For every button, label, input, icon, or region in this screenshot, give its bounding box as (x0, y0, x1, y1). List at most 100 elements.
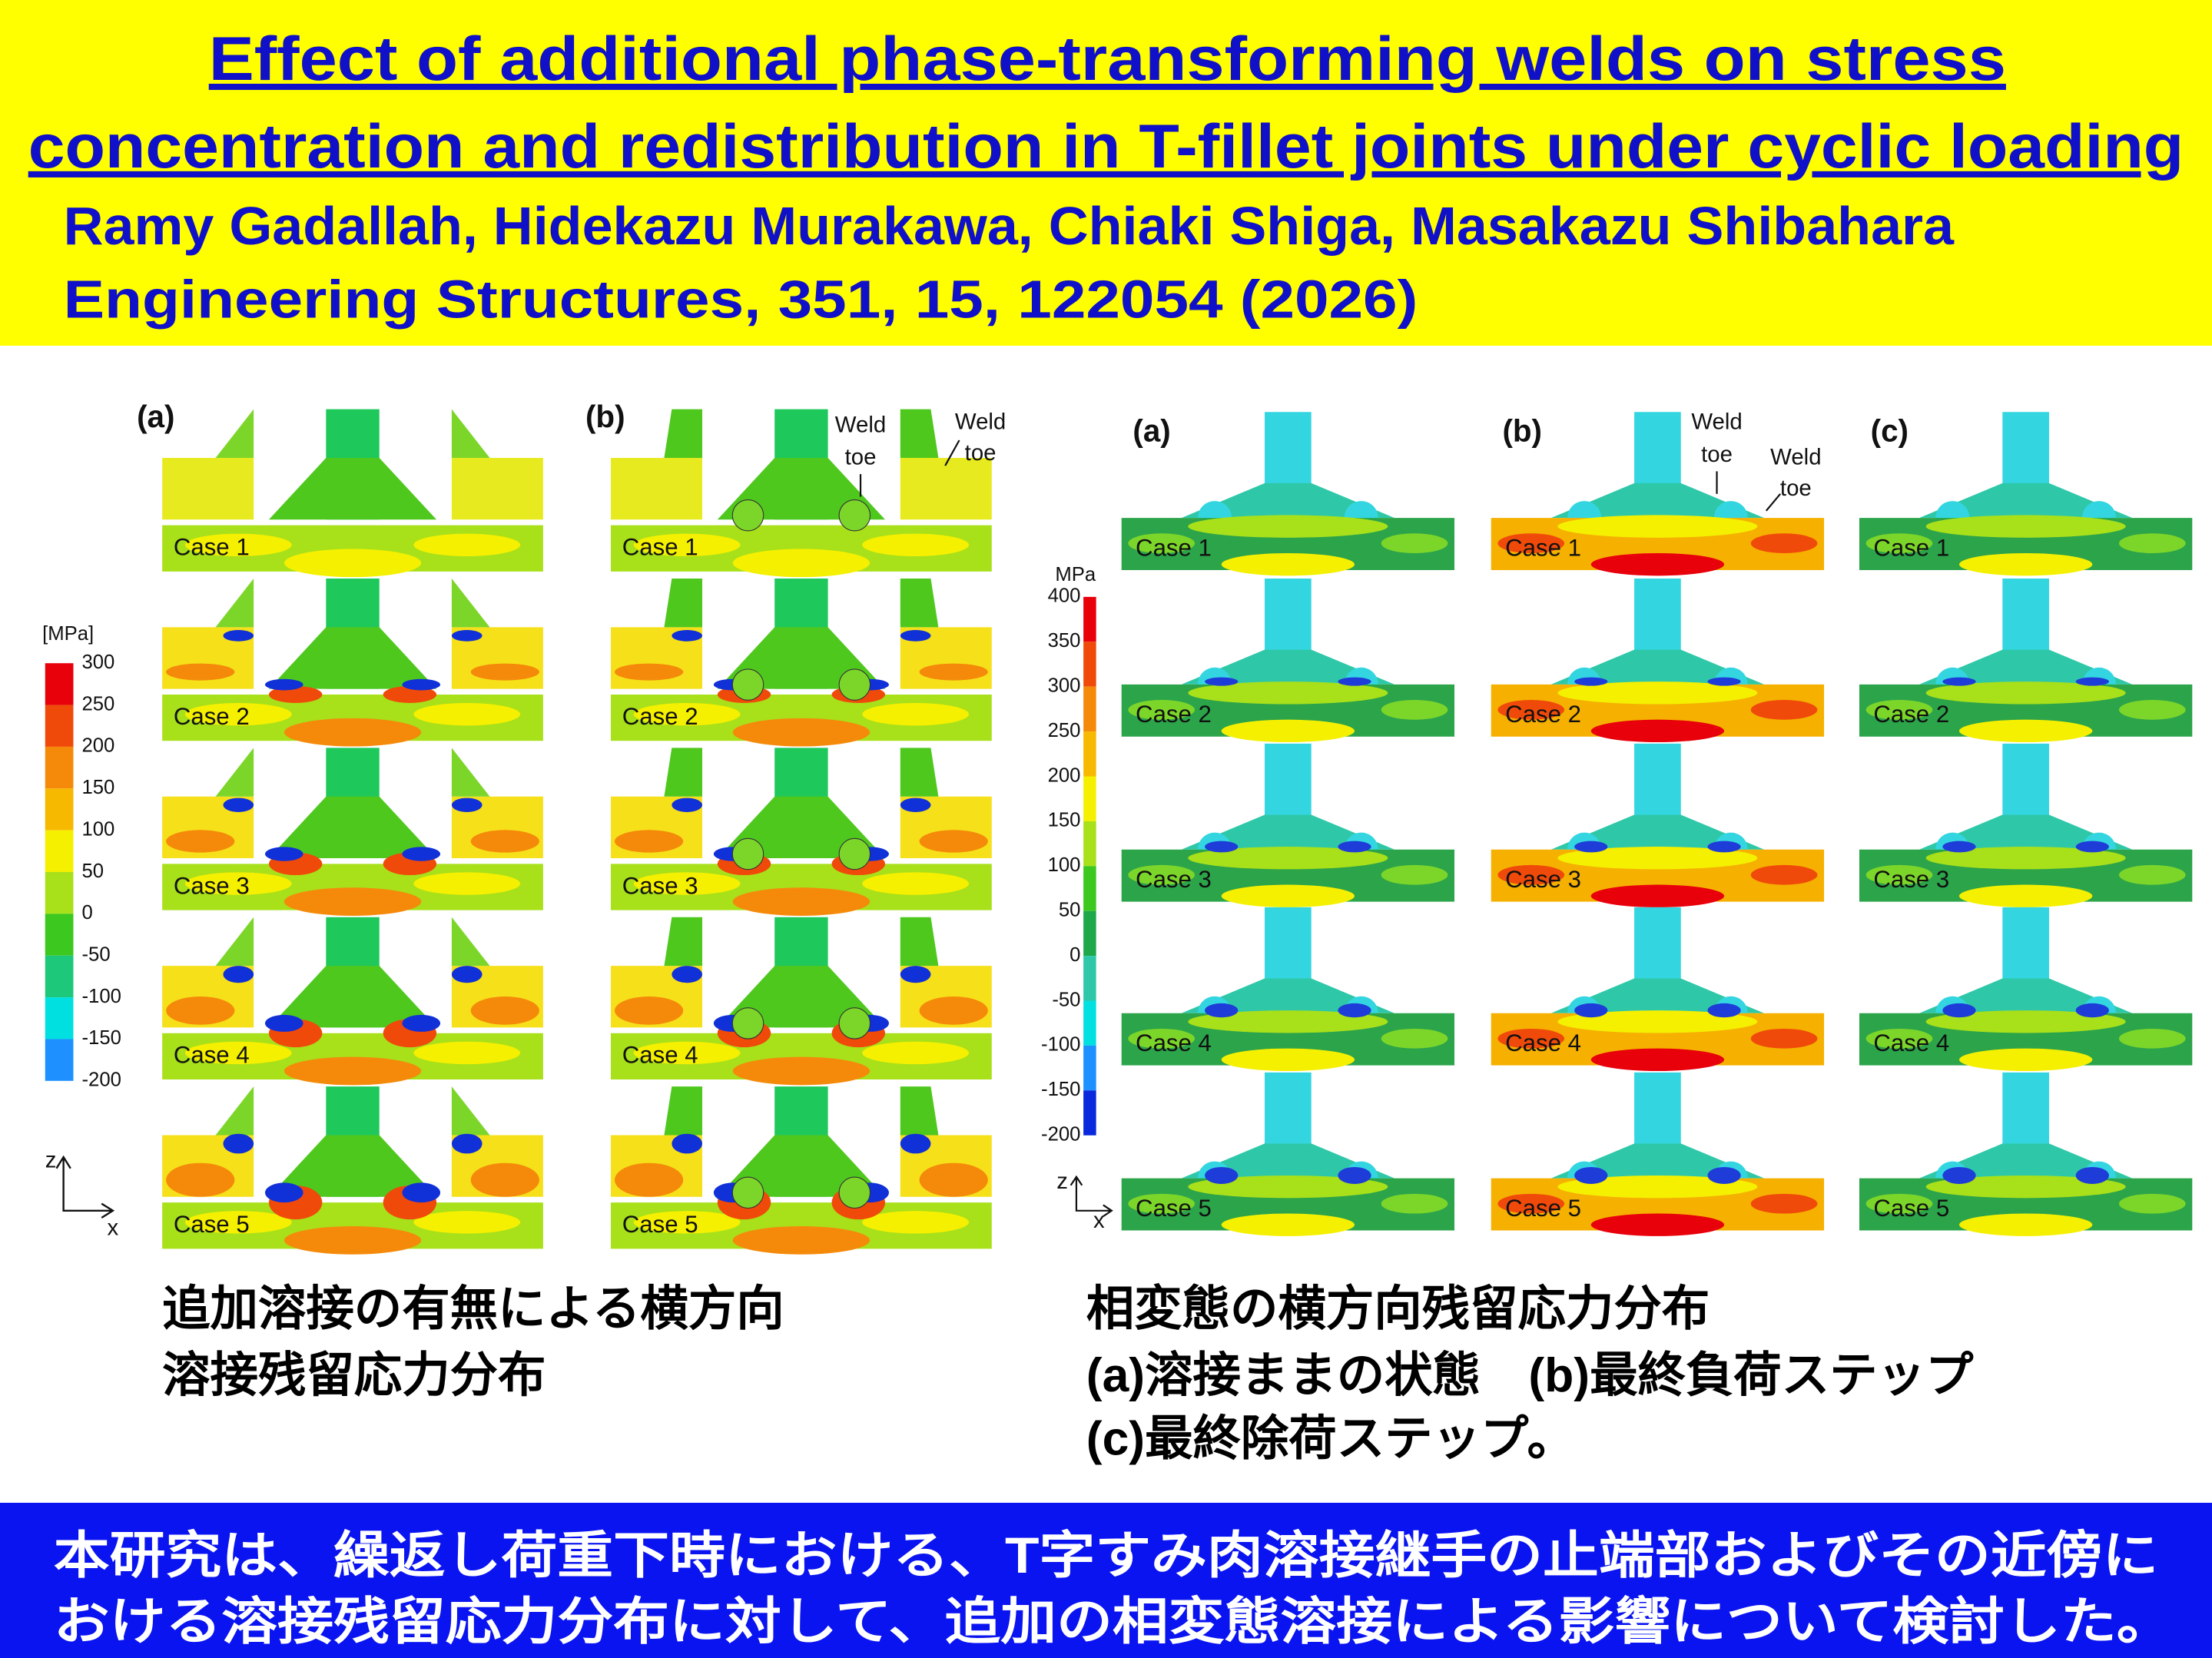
caption: (c)最終除荷ステップ。 (1086, 1411, 1575, 1465)
contour-region (162, 457, 254, 520)
summary-line: 本研究は、繰返し荷重下時における、T字すみ肉溶接継手の止端部およびその近傍に (54, 1527, 2158, 1584)
contour-blob (1750, 533, 1818, 554)
contour-blob (265, 678, 303, 691)
contour-region (215, 1086, 254, 1136)
contour-blob (1590, 884, 1725, 907)
contour-blob (1128, 533, 1196, 554)
contour-blob (1188, 847, 1388, 870)
contour-region (717, 796, 885, 859)
contour-blob (1958, 1213, 2093, 1236)
contour-blob (284, 1226, 422, 1255)
arrow (1765, 493, 1782, 512)
contour-blob (1942, 1003, 1976, 1018)
contour-region (451, 409, 490, 458)
summary-line: おける溶接残留応力分布に対して、追加の相変態溶接による影響について検討した。 (54, 1593, 2173, 1650)
contour-region (1265, 1072, 1312, 1152)
contour-blob (166, 663, 235, 681)
contour-region (900, 409, 939, 458)
contour-blob (732, 549, 871, 578)
contour-region (451, 579, 490, 628)
case-label: Case 1 (174, 533, 250, 560)
contour-region (1550, 1143, 1765, 1179)
colorbar-tick: -200 (1041, 1124, 1080, 1146)
contour-blob (862, 872, 970, 895)
contour-blob (284, 549, 422, 578)
annotation: Weld (835, 412, 886, 437)
contour-blob (265, 1014, 303, 1032)
contour-region (717, 966, 885, 1028)
case-label: Case 3 (1136, 866, 1212, 893)
contour-blob (451, 630, 483, 642)
colorbar-tick: -50 (81, 944, 110, 966)
weld-bead (731, 1176, 764, 1209)
weld-bead (731, 837, 764, 870)
colorbar-swatch (1083, 731, 1096, 777)
contour-blob (413, 702, 521, 726)
contour-blob (1925, 847, 2126, 870)
contour-blob (268, 685, 323, 703)
contour-blob (614, 663, 684, 681)
annotation: Weld (955, 410, 1006, 435)
contour-blob (451, 797, 483, 812)
case-label: Case 5 (1505, 1195, 1581, 1222)
contour-blob (1574, 677, 1608, 686)
contour-region (1181, 482, 1395, 519)
contour-region (451, 1086, 490, 1136)
contour-blob (413, 533, 521, 556)
case-label: Case 2 (622, 703, 698, 730)
colorbar-swatch (1083, 956, 1096, 1001)
colorbar-tick: 250 (1048, 720, 1081, 741)
contour-blob (1707, 1003, 1741, 1018)
contour-blob (470, 830, 539, 853)
case-label: Case 4 (1505, 1030, 1581, 1056)
colorbar-tick: 250 (81, 693, 114, 715)
colorbar-swatch (1083, 910, 1096, 957)
colorbar-swatch (45, 914, 74, 956)
contour-blob (223, 630, 254, 642)
caption: 相変態の横方向残留応力分布 (1086, 1282, 1710, 1336)
case-label: Case 1 (622, 533, 698, 560)
title-line: concentration and redistribution in T-fi… (28, 112, 2184, 181)
annotation: Weld (1770, 445, 1821, 470)
contour-region (451, 457, 543, 520)
colorbar-tick: -50 (1052, 989, 1080, 1010)
axis-label: z (45, 1147, 57, 1172)
contour-blob (1381, 1028, 1448, 1049)
contour-blob (1865, 700, 1933, 720)
contour-region (664, 409, 703, 458)
colorbar-swatch (1083, 1000, 1096, 1046)
weld-bead (838, 1007, 871, 1040)
contour-blob (166, 830, 235, 853)
contour-region (900, 579, 939, 628)
contour-blob (470, 663, 539, 681)
annotation: toe (845, 445, 877, 470)
contour-blob (284, 718, 422, 747)
colorbar-tick: -100 (81, 986, 121, 1007)
contour-region (1634, 1072, 1681, 1152)
contour-blob (1381, 1193, 1448, 1214)
weld-bead (838, 837, 871, 870)
panel-label: (c) (1871, 413, 1909, 449)
colorbar-swatch (45, 830, 74, 873)
case-label: Case 5 (1136, 1195, 1212, 1222)
contour-blob (1557, 1175, 1758, 1199)
contour-blob (732, 887, 871, 916)
annotation: toe (1701, 442, 1733, 467)
contour-blob (1750, 1193, 1818, 1214)
citation: Engineering Structures, 351, 15, 122054 … (64, 269, 1418, 329)
contour-blob (1205, 841, 1239, 853)
colorbar-swatch (1083, 1090, 1096, 1136)
axis-label: x (108, 1215, 119, 1240)
contour-region (1265, 907, 1312, 987)
case-label: Case 5 (1873, 1195, 1949, 1222)
colorbar-tick: 100 (1048, 854, 1081, 876)
contour-region (215, 579, 254, 628)
contour-region (451, 748, 490, 797)
colorbar-tick: 200 (81, 735, 114, 757)
contour-blob (402, 678, 441, 691)
contour-region (900, 457, 992, 520)
colorbar-tick: -200 (81, 1069, 121, 1091)
contour-blob (1590, 1213, 1725, 1236)
contour-region (900, 1086, 939, 1136)
